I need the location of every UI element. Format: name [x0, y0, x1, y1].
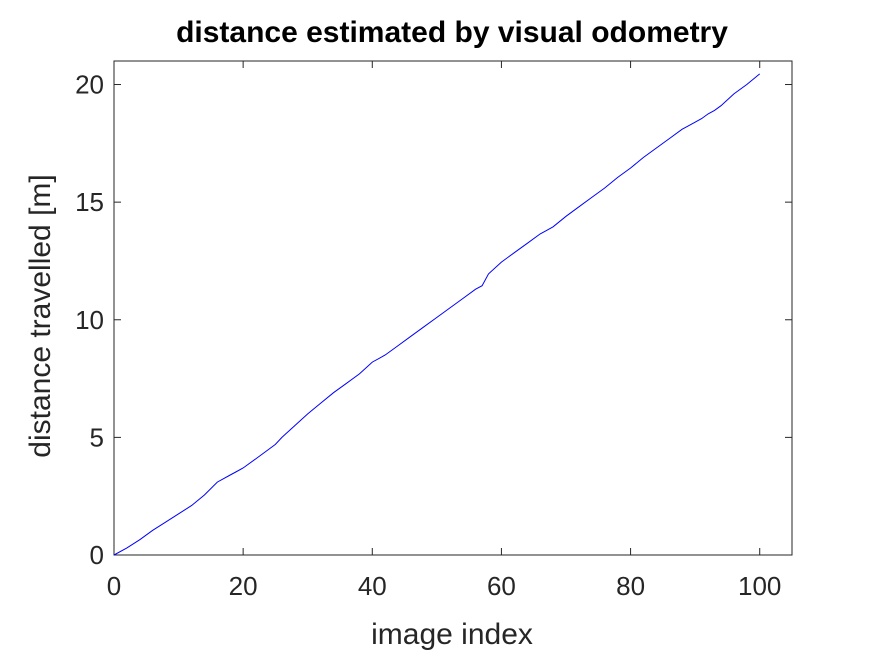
x-tick-label: 40: [358, 571, 387, 601]
x-tick-label: 60: [487, 571, 516, 601]
x-tick-label: 20: [229, 571, 258, 601]
x-axis-label: image index: [371, 618, 533, 651]
y-tick-label: 5: [90, 422, 104, 452]
x-tick-label: 0: [107, 571, 121, 601]
y-tick-label: 10: [75, 305, 104, 335]
y-axis-label: distance travelled [m]: [24, 174, 57, 457]
plot-area: 0 20 40 60 80 100 0 5 10 15 20: [75, 60, 793, 601]
axis-ticks: 0 20 40 60 80 100 0 5 10 15 20: [75, 61, 792, 601]
y-tick-label: 0: [90, 540, 104, 570]
y-tick-label: 20: [75, 70, 104, 100]
x-tick-label: 80: [616, 571, 645, 601]
series-line: [113, 73, 761, 556]
x-tick-label: 100: [738, 571, 781, 601]
axes-box: [113, 60, 793, 556]
y-tick-label: 15: [75, 187, 104, 217]
chart-title: distance estimated by visual odometry: [176, 16, 728, 49]
